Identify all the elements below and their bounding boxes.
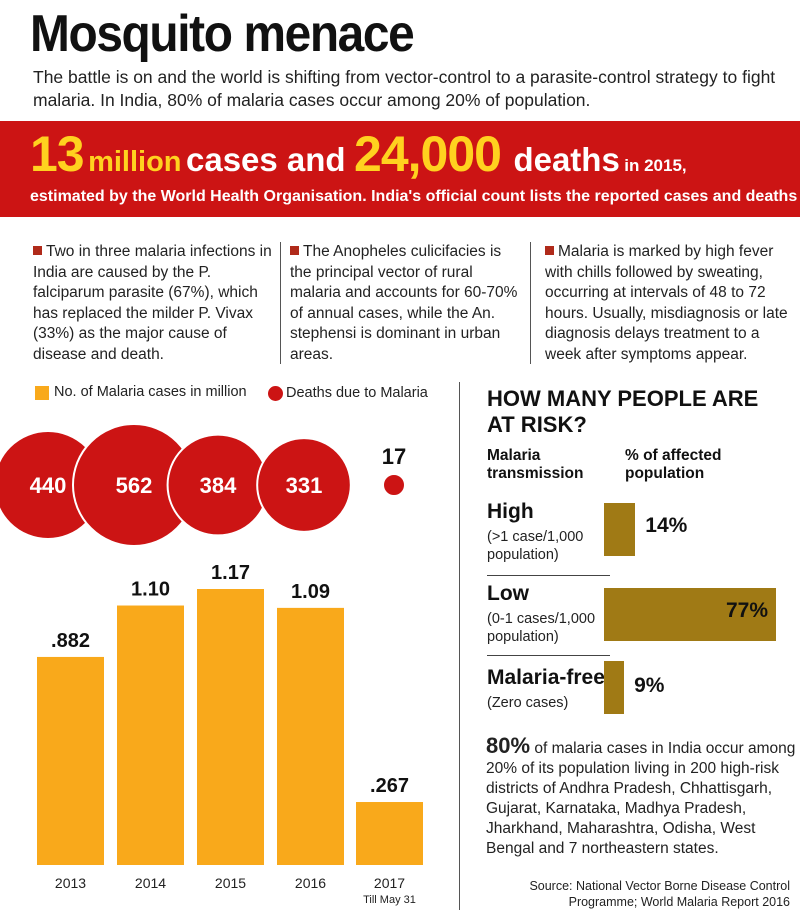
banner-deaths-text: deaths [513,141,620,178]
risk-pct-free: 9% [634,674,665,697]
cases-bar-2014 [117,605,184,865]
risk-note-text: of malaria cases in India occur among 20… [486,740,796,857]
banner-cases-unit: million [88,146,182,178]
legend-cases-swatch [35,386,49,400]
cases-bar-2016 [277,607,344,865]
year-label-2017: 2017 [374,875,405,891]
year-label-2013: 2013 [55,875,86,891]
cases-label-2013: .882 [51,630,90,652]
risk-row-divider [487,575,610,576]
death-label-2017: 17 [382,444,406,469]
cases-label-2017: .267 [370,775,409,797]
cases-label-2014: 1.10 [131,579,170,601]
cases-bar-2017 [356,802,423,865]
fact-1-text: Two in three malaria infections in India… [33,243,272,363]
risk-bar-low [604,588,776,641]
risk-title: HOW MANY PEOPLE ARE AT RISK? [487,386,759,437]
banner-year-text: in 2015, [624,156,687,175]
page-subtitle: The battle is on and the world is shifti… [33,67,776,110]
cases-label-2015: 1.17 [211,562,250,584]
risk-bar-free [604,661,625,714]
legend-deaths-label: Deaths due to Malaria [286,385,428,401]
banner-subline: estimated by the World Health Organisati… [30,188,798,205]
banner-headline: 13 million cases and 24,000 deaths in 20… [30,125,687,183]
risk-high-label: High [487,500,534,523]
death-label-2015: 384 [200,473,237,498]
fact-2-text: The Anopheles culicifacies is the princi… [290,243,518,363]
banner-cases-text: cases and [185,141,346,178]
fact-divider [530,242,531,364]
legend-cases-label: No. of Malaria cases in million [54,384,247,400]
death-label-2013: 440 [30,473,67,498]
bullet-square-icon [33,246,42,255]
fact-3: Malaria is marked by high fever with chi… [545,242,790,365]
risk-note-bold: 80% [486,733,531,758]
risk-note: 80% of malaria cases in India occur amon… [486,733,796,859]
risk-row-divider [487,655,610,656]
cases-bar-2013 [37,656,104,865]
death-bubble-2017 [382,473,406,497]
page-title: Mosquito menace [30,5,415,63]
risk-pct-low: 77% [726,599,769,622]
source-note: Source: National Vector Borne Disease Co… [520,878,790,910]
cases-bar-2015 [197,589,264,865]
legend-deaths-swatch [268,386,283,401]
risk-high-note: (>1 case/1,000 population) [487,529,584,563]
banner-deaths-number: 24,000 [354,126,502,182]
death-bubble-2016 [256,437,352,533]
year-labels: 2013 2014 2015 2016 2017 Till May 31 [55,875,416,906]
section-divider [459,382,460,910]
source-line-2: Programme; World Malaria Report 2016 [568,895,790,909]
banner-cases-number: 13 [30,126,85,182]
risk-pct-high: 14% [645,514,688,537]
year-label-2014: 2014 [135,875,166,891]
malaria-cases-deaths-chart: 440 562 384 331 17 .882 1.10 1.17 1.09 .267 2013… [0,423,423,906]
fact-divider [280,242,281,364]
fact-2: The Anopheles culicifacies is the princi… [290,242,520,365]
fact-3-text: Malaria is marked by high fever with chi… [545,243,788,363]
source-line-1: Source: National Vector Borne Disease Co… [529,879,790,893]
fact-1: Two in three malaria infections in India… [33,242,273,365]
year-note-2017: Till May 31 [363,894,416,906]
risk-col-affected: % of affected population [625,447,722,482]
risk-low-note: (0-1 cases/1,000 population) [487,611,596,645]
risk-free-label: Malaria-free [487,666,605,689]
cases-bar-labels: .882 1.10 1.17 1.09 .267 [51,562,409,797]
year-label-2015: 2015 [215,875,246,891]
risk-low-label: Low [487,582,529,605]
risk-bar-high [604,503,636,556]
cases-label-2016: 1.09 [291,581,330,603]
death-label-2014: 562 [116,473,153,498]
bullet-square-icon [545,246,554,255]
risk-col-transmission: Malaria transmission [487,447,584,482]
death-label-2016: 331 [286,473,323,498]
deaths-bubbles: 440 562 384 331 17 [0,423,406,547]
cases-bars [37,589,423,865]
bullet-square-icon [290,246,299,255]
risk-free-note: (Zero cases) [487,695,569,711]
year-label-2016: 2016 [295,875,326,891]
headline-banner: 13 million cases and 24,000 deaths in 20… [0,121,800,217]
